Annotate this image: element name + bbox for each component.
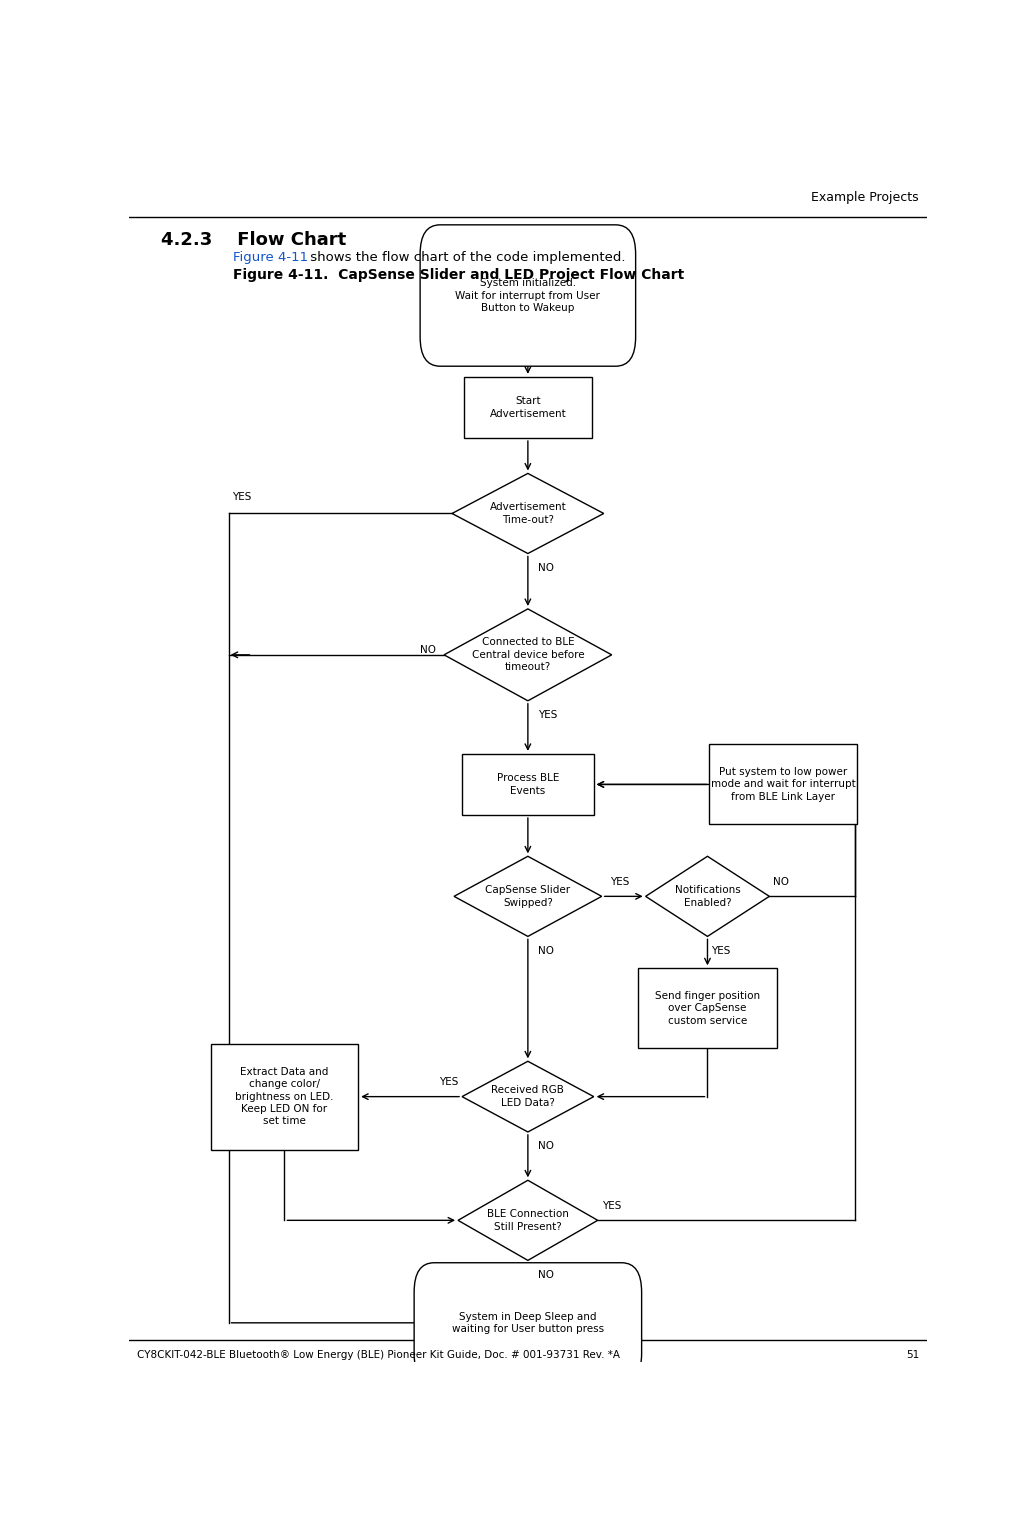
Text: CY8CKIT-042-BLE Bluetooth® Low Energy (BLE) Pioneer Kit Guide, Doc. # 001-93731 : CY8CKIT-042-BLE Bluetooth® Low Energy (B… [137,1349,620,1360]
Text: YES: YES [712,946,731,956]
FancyBboxPatch shape [638,968,778,1048]
Text: NO: NO [539,1141,554,1152]
Polygon shape [458,1180,597,1261]
Text: Send finger position
over CapSense
custom service: Send finger position over CapSense custo… [655,991,760,1025]
Text: NO: NO [774,877,789,887]
Text: BLE Connection
Still Present?: BLE Connection Still Present? [487,1209,569,1232]
Text: YES: YES [610,877,629,887]
Polygon shape [646,857,769,936]
Text: Put system to low power
mode and wait for interrupt
from BLE Link Layer: Put system to low power mode and wait fo… [711,767,856,802]
Text: YES: YES [233,491,252,502]
FancyBboxPatch shape [414,1262,642,1383]
Text: Notifications
Enabled?: Notifications Enabled? [675,886,741,907]
Polygon shape [444,609,612,701]
Text: Received RGB
LED Data?: Received RGB LED Data? [491,1085,564,1108]
FancyBboxPatch shape [462,754,593,815]
Text: YES: YES [539,710,557,721]
Text: 51: 51 [905,1349,919,1360]
Text: Process BLE
Events: Process BLE Events [496,773,559,796]
Text: shows the flow chart of the code implemented.: shows the flow chart of the code impleme… [306,251,625,263]
Text: CapSense Slider
Swipped?: CapSense Slider Swipped? [485,886,571,907]
Text: NO: NO [420,646,436,655]
FancyBboxPatch shape [210,1043,358,1149]
FancyBboxPatch shape [710,745,857,825]
FancyBboxPatch shape [464,376,591,438]
Polygon shape [452,473,604,554]
Text: Figure 4-11.  CapSense Slider and LED Project Flow Chart: Figure 4-11. CapSense Slider and LED Pro… [233,268,684,283]
Polygon shape [454,857,602,936]
Text: Extract Data and
change color/
brightness on LED.
Keep LED ON for
set time: Extract Data and change color/ brightnes… [235,1066,334,1126]
Text: Connected to BLE
Central device before
timeout?: Connected to BLE Central device before t… [472,638,584,672]
Text: 4.2.3    Flow Chart: 4.2.3 Flow Chart [161,231,346,249]
Text: NO: NO [539,1270,554,1279]
Polygon shape [462,1062,593,1132]
FancyBboxPatch shape [420,225,636,366]
Text: YES: YES [602,1201,621,1210]
Text: NO: NO [539,946,554,956]
Text: Figure 4-11: Figure 4-11 [233,251,308,263]
Text: Example Projects: Example Projects [812,191,919,203]
Text: NO: NO [539,563,554,572]
Text: System in Deep Sleep and
waiting for User button press: System in Deep Sleep and waiting for Use… [452,1311,604,1334]
Text: Start
Advertisement: Start Advertisement [489,396,567,419]
Text: YES: YES [439,1077,458,1088]
Text: Advertisement
Time-out?: Advertisement Time-out? [489,502,567,525]
Text: System initialized.
Wait for interrupt from User
Button to Wakeup: System initialized. Wait for interrupt f… [455,278,600,314]
